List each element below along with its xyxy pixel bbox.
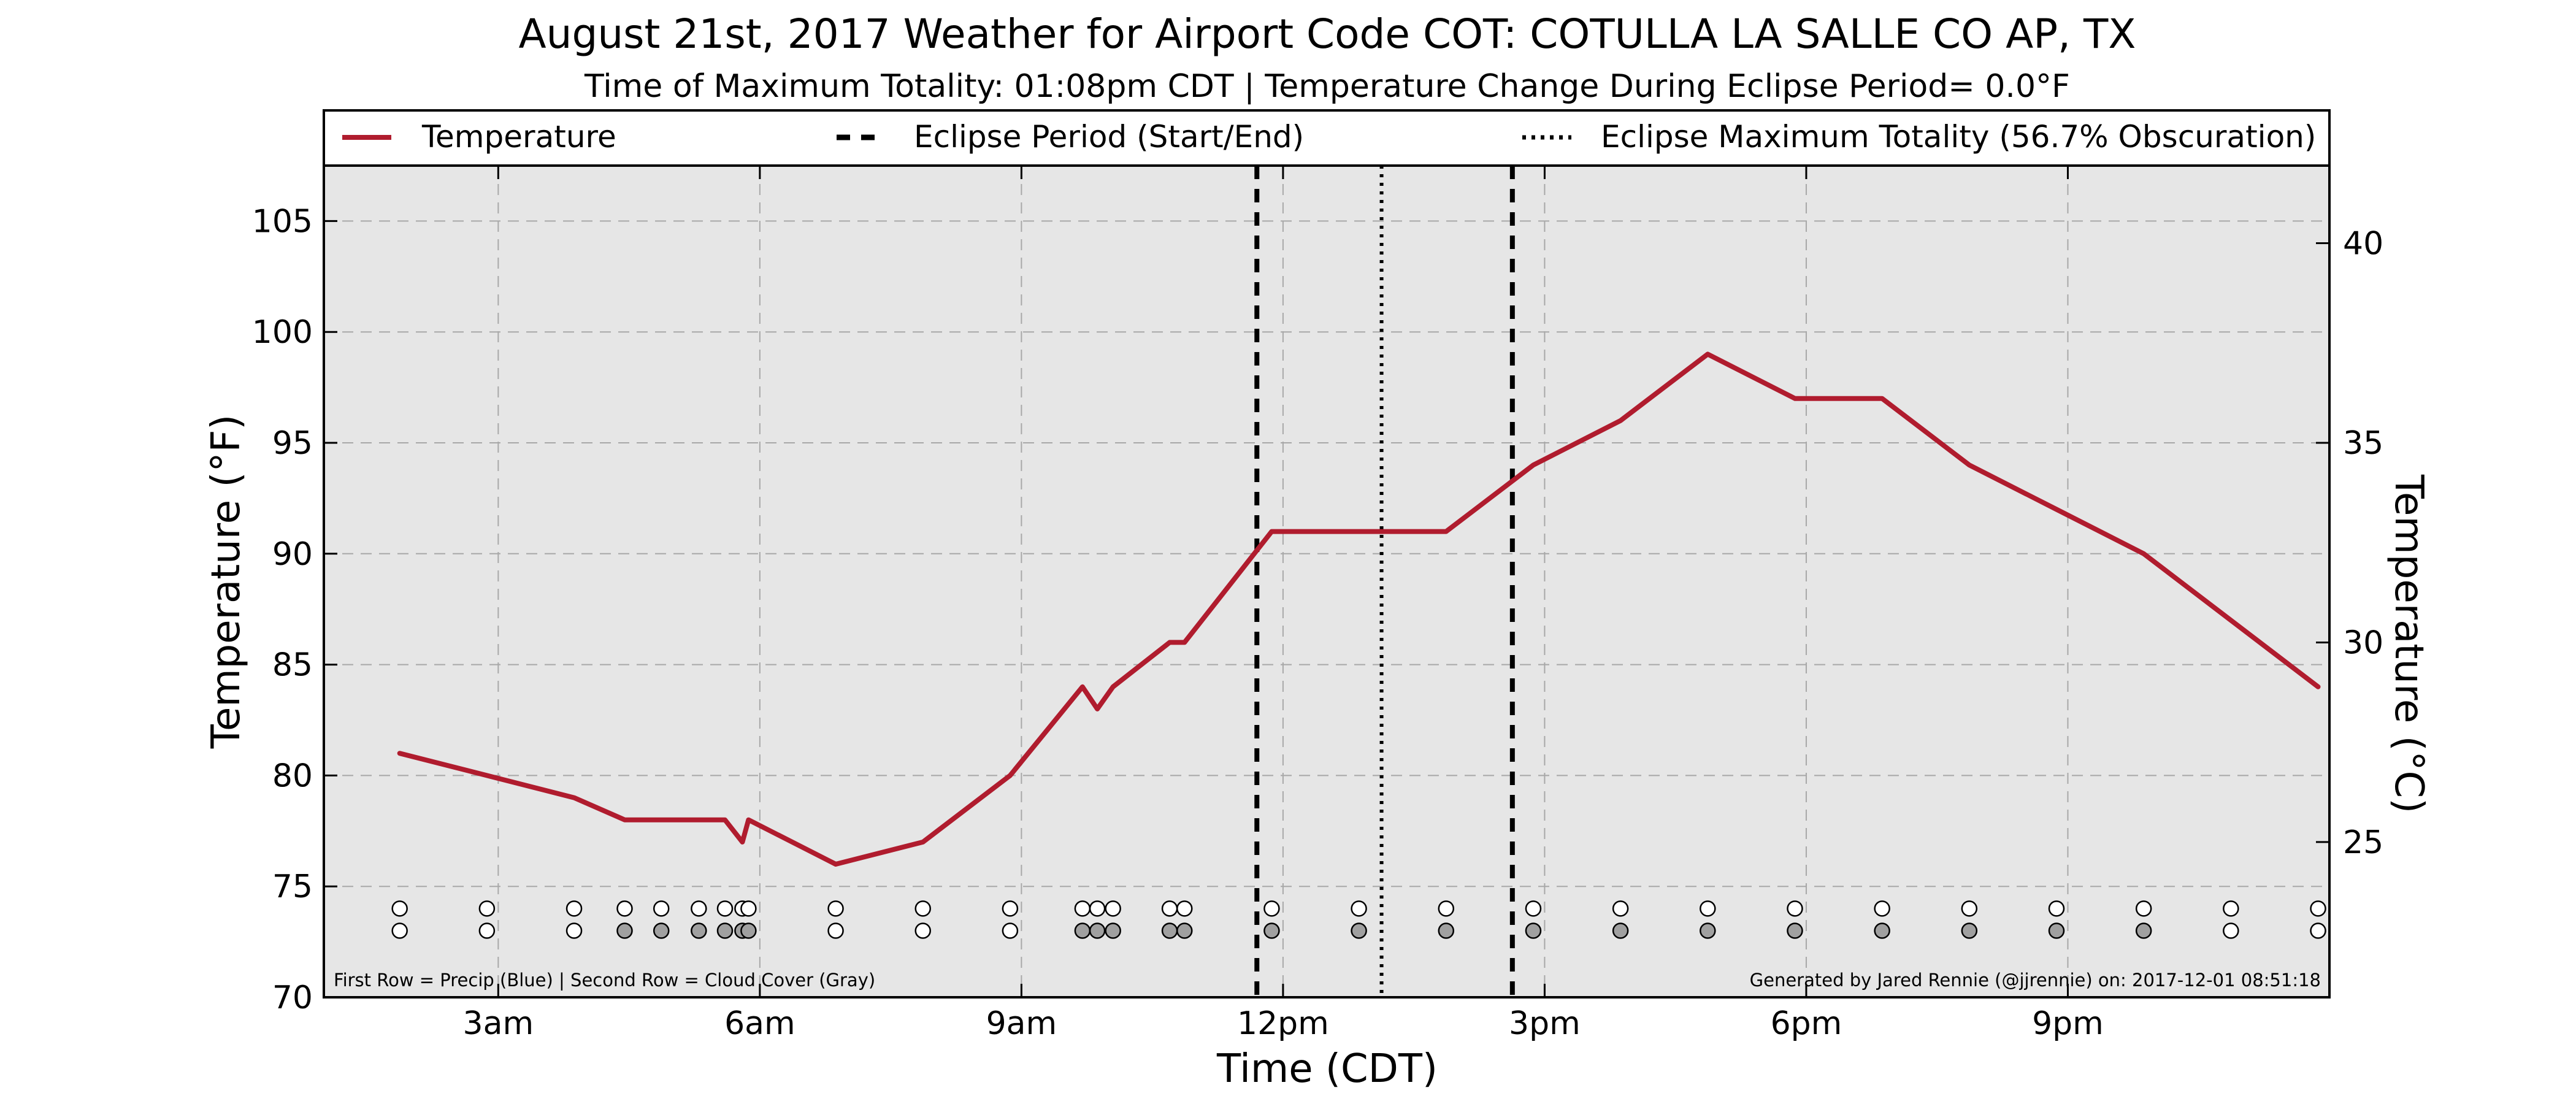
precip-marker xyxy=(1074,900,1091,917)
cloud-cover-marker xyxy=(478,922,496,939)
y-axis-label-left: Temperature (°F) xyxy=(204,415,249,749)
cloud-cover-marker xyxy=(1074,922,1091,939)
precip-marker xyxy=(1089,900,1106,917)
x-tick-label: 3am xyxy=(463,1005,534,1042)
cloud-cover-marker xyxy=(1438,922,1455,939)
y-tick-label: 90 xyxy=(272,536,313,573)
precip-marker xyxy=(2310,900,2326,917)
temperature-line xyxy=(397,351,2321,867)
plot-frame xyxy=(323,164,2331,999)
y-axis-label-right: Temperature (°C) xyxy=(2386,474,2431,813)
y-tick-label: 70 xyxy=(272,979,313,1016)
precip-marker xyxy=(2223,900,2239,917)
cloud-cover-marker xyxy=(691,922,707,939)
cloud-cover-marker xyxy=(565,922,583,939)
x-tick-label: 9pm xyxy=(2032,1005,2104,1042)
cloud-cover-marker xyxy=(616,922,633,939)
cloud-cover-marker xyxy=(827,922,844,939)
precip-marker xyxy=(616,900,633,917)
cloud-cover-marker xyxy=(1089,922,1106,939)
eclipse-markers xyxy=(1254,166,1515,997)
axes: 70 75 80 85 90 95 100 105 3am 6am 9am 12pm 3pm 6pm 9pm… xyxy=(252,166,2383,1042)
x-axis-label: Time (CDT) xyxy=(1216,1046,1438,1092)
chart-subtitle: Time of Maximum Totality: 01:08pm CDT | … xyxy=(584,68,2070,105)
cloud-cover-marker xyxy=(2310,922,2326,939)
footnote-right: Generated by Jared Rennie (@jjrennie) on… xyxy=(1750,970,2321,991)
cloud-cover-marker xyxy=(1002,922,1019,939)
legend xyxy=(323,109,2331,167)
precip-marker xyxy=(1787,900,1803,917)
cloud-cover-marker xyxy=(1105,922,1121,939)
x-tick-label: 12pm xyxy=(1237,1005,1329,1042)
y-right-tick-label: 40 xyxy=(2343,226,2383,263)
cloud-cover-marker xyxy=(653,922,670,939)
series-layer xyxy=(397,351,2321,867)
precip-marker xyxy=(1700,900,1716,917)
precip-marker xyxy=(1002,900,1019,917)
cloud-cover-marker xyxy=(914,922,931,939)
cloud-cover-marker xyxy=(2135,922,2152,939)
y-right-tick-label: 35 xyxy=(2343,425,2383,462)
precip-marker xyxy=(565,900,583,917)
precip-marker xyxy=(740,900,757,917)
cloud-cover-marker xyxy=(1263,922,1280,939)
y-right-tick-label: 25 xyxy=(2343,824,2383,861)
cloud-cover-marker xyxy=(1525,922,1542,939)
y-right-tick-label: 30 xyxy=(2343,624,2383,661)
precip-marker xyxy=(653,900,670,917)
precip-marker xyxy=(478,900,496,917)
x-tick-label: 3pm xyxy=(1509,1005,1581,1042)
precip-marker xyxy=(2135,900,2152,917)
legend-temperature-label: Temperature xyxy=(421,119,616,155)
cloud-cover-marker xyxy=(1161,922,1178,939)
y-tick-label: 80 xyxy=(272,757,313,794)
cloud-cover-marker xyxy=(2048,922,2065,939)
legend-max-totality-label: Eclipse Maximum Totality (56.7% Obscurat… xyxy=(1601,119,2316,155)
precip-marker xyxy=(1176,900,1193,917)
cloud-cover-marker xyxy=(1961,922,1978,939)
precip-marker xyxy=(1438,900,1455,917)
cloud-cover-marker xyxy=(391,922,408,939)
precip-marker xyxy=(1105,900,1121,917)
cloud-cover-marker xyxy=(1612,922,1629,939)
cloud-cover-marker xyxy=(1351,922,1367,939)
x-tick-label: 6am xyxy=(724,1005,795,1042)
cloud-cover-marker xyxy=(2223,922,2239,939)
precip-marker xyxy=(1525,900,1542,917)
cloud-cover-marker xyxy=(1874,922,1890,939)
y-tick-label: 105 xyxy=(252,203,313,240)
precip-cloud-rows xyxy=(391,900,2326,939)
cloud-cover-marker xyxy=(740,922,757,939)
chart-title: August 21st, 2017 Weather for Airport Co… xyxy=(518,10,2136,58)
precip-marker xyxy=(691,900,707,917)
precip-marker xyxy=(1161,900,1178,917)
plot-area xyxy=(324,166,2329,997)
precip-marker xyxy=(1612,900,1629,917)
cloud-cover-marker xyxy=(1787,922,1803,939)
precip-marker xyxy=(1263,900,1280,917)
precip-marker xyxy=(1874,900,1890,917)
y-tick-label: 75 xyxy=(272,868,313,905)
x-tick-label: 6pm xyxy=(1771,1005,1842,1042)
y-tick-label: 95 xyxy=(272,425,313,462)
precip-marker xyxy=(2048,900,2065,917)
precip-marker xyxy=(716,900,734,917)
grid-lines xyxy=(324,166,2329,997)
footnote-left: First Row = Precip (Blue) | Second Row =… xyxy=(334,970,875,991)
cloud-cover-marker xyxy=(1700,922,1716,939)
cloud-cover-marker xyxy=(1176,922,1193,939)
x-tick-label: 9am xyxy=(986,1005,1057,1042)
precip-marker xyxy=(827,900,844,917)
precip-marker xyxy=(1961,900,1978,917)
precip-marker xyxy=(914,900,931,917)
y-tick-label: 100 xyxy=(252,314,313,351)
precip-marker xyxy=(391,900,408,917)
cloud-cover-marker xyxy=(716,922,734,939)
y-tick-label: 85 xyxy=(272,647,313,684)
legend-eclipse-period-label: Eclipse Period (Start/End) xyxy=(914,119,1304,155)
precip-marker xyxy=(1351,900,1367,917)
